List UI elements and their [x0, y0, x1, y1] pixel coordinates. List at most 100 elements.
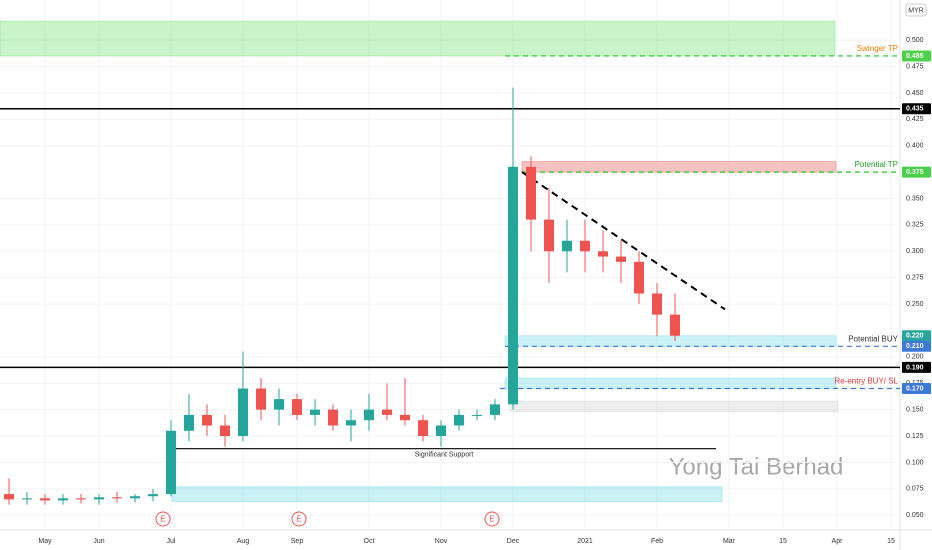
candle-body	[184, 414, 194, 431]
candle-body	[112, 497, 122, 499]
candle-body	[418, 420, 428, 437]
price-tag-label: 0.375	[906, 169, 924, 176]
candle-body	[58, 498, 68, 501]
candle-body	[166, 430, 176, 495]
x-tick-label: Mar	[723, 538, 736, 545]
x-tick-label: 15	[779, 538, 787, 545]
price-tag	[902, 103, 931, 115]
candle-body	[292, 399, 302, 415]
y-tick-label: 0.075	[906, 486, 924, 493]
candle-body	[634, 261, 644, 294]
candle-body	[454, 414, 464, 426]
candle-body	[508, 166, 518, 405]
zone	[504, 377, 837, 390]
candle-body	[472, 414, 482, 416]
candle-body	[256, 388, 266, 410]
price-tag	[902, 330, 931, 342]
candle-body	[670, 314, 680, 336]
y-tick-label: 0.300	[906, 248, 924, 255]
x-tick-label: Aug	[237, 538, 250, 545]
price-tag	[902, 383, 931, 395]
candle-body	[544, 219, 554, 252]
zone	[0, 20, 836, 57]
y-tick-label: 0.500	[906, 37, 924, 44]
earnings-marker	[484, 511, 500, 527]
level-label: Potential TP	[855, 160, 898, 169]
zone	[504, 335, 837, 347]
candle-body	[526, 166, 536, 220]
x-tick-label: Jul	[167, 538, 176, 545]
candle-body	[400, 414, 410, 421]
candle-body	[4, 494, 14, 500]
y-tick-label: 0.250	[906, 301, 924, 308]
y-tick-label: 0.325	[906, 222, 924, 229]
x-tick-label: Oct	[364, 538, 375, 545]
candle-body	[310, 409, 320, 415]
y-tick-label: 0.200	[906, 354, 924, 361]
x-tick-label: Feb	[651, 538, 663, 545]
y-tick-label: 0.350	[906, 195, 924, 202]
candle-body	[328, 409, 338, 426]
y-tick-label: 0.150	[906, 406, 924, 413]
candle-body	[598, 251, 608, 257]
earnings-label: E	[489, 515, 494, 524]
price-tag	[902, 340, 931, 352]
candle-body	[490, 404, 500, 415]
x-tick-label: 2021	[577, 538, 593, 545]
price-tag-label: 0.170	[906, 385, 924, 392]
earnings-marker	[291, 511, 307, 527]
currency-box	[905, 3, 927, 17]
currency: MYR	[908, 7, 924, 14]
level-label: Re-entry BUY/ SL	[834, 377, 898, 386]
candle-body	[580, 240, 590, 252]
candle-body	[130, 496, 140, 499]
candle-body	[364, 409, 374, 421]
x-tick-label: Dec	[507, 538, 520, 545]
earnings-label: E	[296, 515, 301, 524]
x-tick-label: May	[38, 538, 52, 545]
x-tick-label: Jun	[93, 538, 104, 545]
x-tick-label: Sep	[291, 538, 304, 545]
y-tick-label: 0.450	[906, 90, 924, 97]
candle-body	[436, 425, 446, 437]
candle-body	[202, 414, 212, 426]
candle-body	[382, 409, 392, 415]
x-tick-label: Nov	[435, 538, 448, 545]
y-tick-label: 0.400	[906, 143, 924, 150]
level-label: Potential BUY	[848, 334, 898, 343]
price-tag	[902, 166, 931, 178]
price-tag-label: 0.220	[906, 333, 924, 340]
level-label: Swinger TP	[857, 44, 898, 53]
y-tick-label: 0.275	[906, 275, 924, 282]
support-label: Significant Support	[415, 452, 474, 459]
candle-body	[274, 399, 284, 410]
candle-body	[238, 388, 248, 437]
candle-body	[346, 420, 356, 426]
zone	[171, 486, 723, 502]
price-tag-label: 0.190	[906, 364, 924, 371]
candle-body	[616, 256, 626, 262]
y-tick-label: 0.475	[906, 63, 924, 70]
candle-body	[40, 498, 50, 501]
y-tick-label: 0.125	[906, 433, 924, 440]
y-tick-label: 0.425	[906, 116, 924, 123]
earnings-marker	[155, 511, 171, 527]
candle-body	[76, 498, 86, 500]
candle-body	[148, 494, 158, 497]
price-tag-label: 0.485	[906, 53, 924, 60]
y-tick-label: 0.100	[906, 459, 924, 466]
candle-body	[652, 293, 662, 315]
watermark-title: Yong Tai Berhad	[669, 453, 844, 480]
price-tag-label: 0.435	[906, 106, 924, 113]
price-tag-label: 0.210	[906, 343, 924, 350]
earnings-label: E	[160, 515, 165, 524]
x-tick-label: 15	[887, 538, 895, 545]
price-tag	[902, 50, 931, 62]
price-tag	[902, 361, 931, 373]
x-tick-label: Apr	[832, 538, 844, 545]
y-tick-label: 0.050	[906, 512, 924, 519]
trendline	[521, 171, 726, 311]
candle-body	[220, 425, 230, 437]
